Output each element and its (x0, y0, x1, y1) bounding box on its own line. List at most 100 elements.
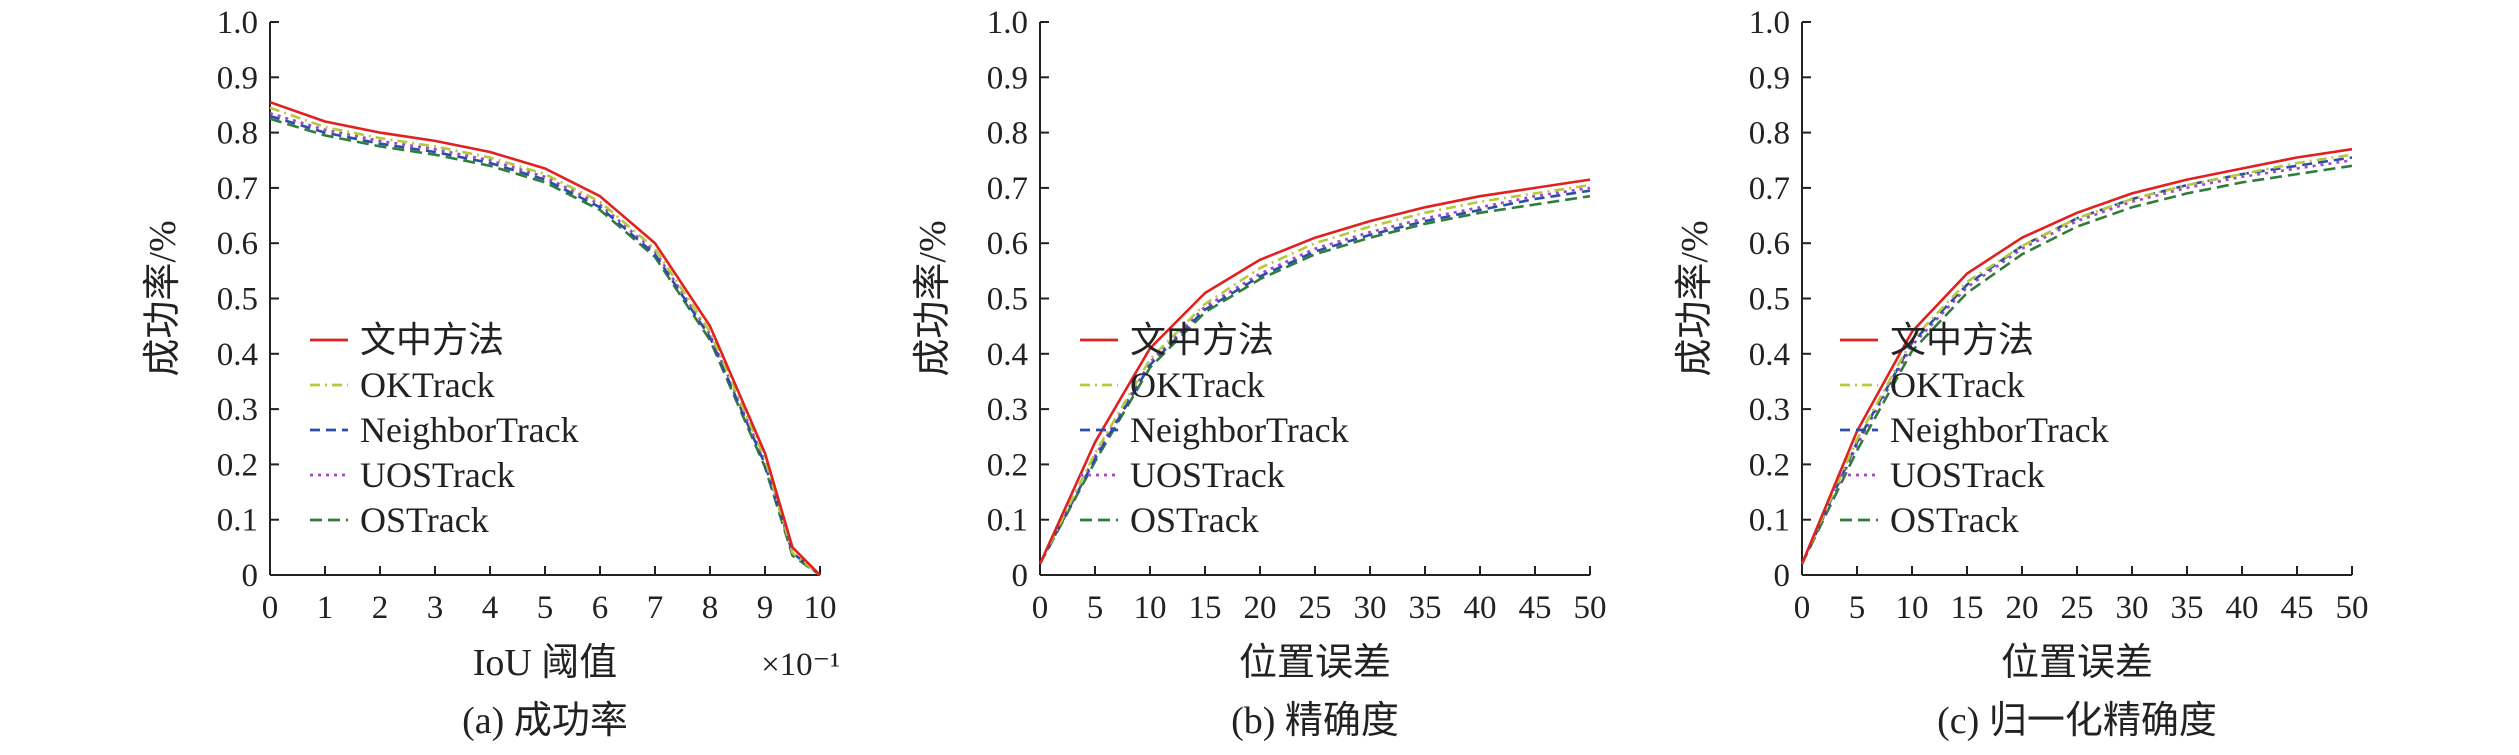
x-tick-label: 0 (262, 590, 279, 626)
y-tick-label: 0.1 (217, 503, 258, 539)
series-line-5 (269, 117, 821, 577)
y-axis-title: 成功率/% (1674, 220, 1716, 376)
x-tick-label: 3 (427, 590, 444, 626)
x-tick-label: 50 (2336, 590, 2369, 626)
series-line-4 (269, 111, 821, 577)
y-tick-label: 0 (1774, 558, 1791, 594)
x-tick-label: 10 (1134, 590, 1167, 626)
y-tick-label: 0 (242, 558, 259, 594)
chart-panel-1: 0 0.1 0.2 0.3 0.4 0.5 0.6 0.7 0.8 0.9 1.0 0 1 2 3 4 5 6 7 8… (142, 5, 840, 742)
legend-label-4: UOSTrack (1890, 455, 2045, 495)
x-tick-label: 15 (1951, 590, 1984, 626)
y-tick-label: 0.8 (1749, 116, 1790, 152)
x-tick-label: 40 (1464, 590, 1497, 626)
y-tick-label: 0.5 (217, 282, 258, 318)
x-tick-label: 5 (1087, 590, 1104, 626)
x-tick-label: 8 (702, 590, 719, 626)
y-tick-label: 0.5 (987, 282, 1028, 318)
x-tick-label: 35 (2171, 590, 2204, 626)
x-tick-label: 35 (1409, 590, 1442, 626)
series-line-3 (1038, 189, 1591, 565)
x-tick-label: 9 (757, 590, 774, 626)
series-line-1 (269, 100, 821, 576)
legend-label-1: 文中方法 (1890, 320, 2034, 360)
y-tick-label: 0.4 (987, 337, 1028, 373)
y-axis-title: 成功率/% (142, 220, 184, 376)
x-tick-label: 5 (1849, 590, 1866, 626)
y-tick-label: 0.7 (987, 171, 1028, 207)
y-tick-label: 0.8 (987, 116, 1028, 152)
series-line-4 (1038, 186, 1591, 565)
y-tick-label: 0.8 (217, 116, 258, 152)
chart-panel-3: 0 0.1 0.2 0.3 0.4 0.5 0.6 0.7 0.8 0.9 1.0 0 5 10 15 20 2… (1674, 5, 2369, 742)
series-line-2 (269, 106, 821, 577)
x-tick-label: 0 (1794, 590, 1811, 626)
series-line-1 (1800, 147, 2353, 565)
x-axis-multiplier: ×10⁻¹ (761, 647, 840, 683)
y-tick-label: 0.2 (1749, 447, 1790, 483)
y-tick-label: 0.6 (217, 226, 258, 262)
x-axis-title: IoU 阈值 (473, 642, 618, 684)
y-tick-label: 0.6 (987, 226, 1028, 262)
y-tick-label: 0.4 (1749, 337, 1790, 373)
series-line-5 (1038, 194, 1591, 565)
x-tick-label: 40 (2226, 590, 2259, 626)
x-tick-label: 30 (2116, 590, 2149, 626)
x-tick-label: 20 (2006, 590, 2039, 626)
x-tick-label: 10 (1896, 590, 1929, 626)
y-tick-label: 0 (1012, 558, 1029, 594)
x-tick-label: 1 (317, 590, 334, 626)
x-tick-label: 45 (1519, 590, 1552, 626)
series-line-2 (1800, 153, 2353, 565)
panel-caption: (b) 精确度 (1231, 700, 1399, 742)
legend-label-3: NeighborTrack (1130, 410, 1349, 450)
x-tick-label: 50 (1574, 590, 1607, 626)
y-tick-label: 1.0 (1749, 5, 1790, 41)
legend-label-4: UOSTrack (1130, 455, 1285, 495)
x-tick-label: 25 (2061, 590, 2094, 626)
legend-label-5: OSTrack (1130, 500, 1259, 540)
legend-label-1: 文中方法 (360, 320, 504, 360)
legend-label-3: NeighborTrack (360, 410, 579, 450)
y-tick-label: 0.3 (987, 392, 1028, 428)
y-tick-label: 1.0 (987, 5, 1028, 41)
legend-label-5: OSTrack (360, 500, 489, 540)
y-tick-label: 0.5 (1749, 282, 1790, 318)
x-axis-title: 位置误差 (2001, 642, 2153, 684)
y-tick-label: 0.2 (987, 447, 1028, 483)
series-line-3 (269, 114, 821, 577)
legend-label-2: OKTrack (360, 365, 495, 405)
x-tick-label: 15 (1189, 590, 1222, 626)
legend-label-2: OKTrack (1130, 365, 1265, 405)
x-tick-label: 20 (1244, 590, 1277, 626)
y-tick-label: 0.6 (1749, 226, 1790, 262)
series-line-4 (1800, 159, 2353, 565)
y-axis-title: 成功率/% (912, 220, 954, 376)
legend-label-1: 文中方法 (1130, 320, 1274, 360)
legend-label-5: OSTrack (1890, 500, 2019, 540)
y-tick-label: 0.9 (987, 60, 1028, 96)
y-tick-label: 0.1 (1749, 503, 1790, 539)
x-tick-label: 2 (372, 590, 389, 626)
y-tick-label: 0.7 (217, 171, 258, 207)
x-tick-label: 30 (1354, 590, 1387, 626)
x-tick-label: 5 (537, 590, 554, 626)
chart-panel-2: 0 0.1 0.2 0.3 0.4 0.5 0.6 0.7 0.8 0.9 1.0 0 5 10 15 20 2… (912, 5, 1607, 742)
y-tick-label: 0.4 (217, 337, 258, 373)
x-tick-label: 0 (1032, 590, 1049, 626)
panel-caption: (a) 成功率 (462, 700, 628, 742)
y-tick-label: 0.2 (217, 447, 258, 483)
panel-caption: (c) 归一化精确度 (1937, 700, 2217, 742)
y-tick-label: 1.0 (217, 5, 258, 41)
y-tick-label: 0.1 (987, 503, 1028, 539)
y-tick-label: 0.9 (217, 60, 258, 96)
y-tick-label: 0.9 (1749, 60, 1790, 96)
y-tick-label: 0.7 (1749, 171, 1790, 207)
y-tick-label: 0.3 (217, 392, 258, 428)
x-tick-label: 7 (647, 590, 664, 626)
legend-label-4: UOSTrack (360, 455, 515, 495)
x-tick-label: 10 (804, 590, 837, 626)
series-line-5 (1800, 164, 2353, 565)
series-line-2 (1038, 183, 1591, 565)
